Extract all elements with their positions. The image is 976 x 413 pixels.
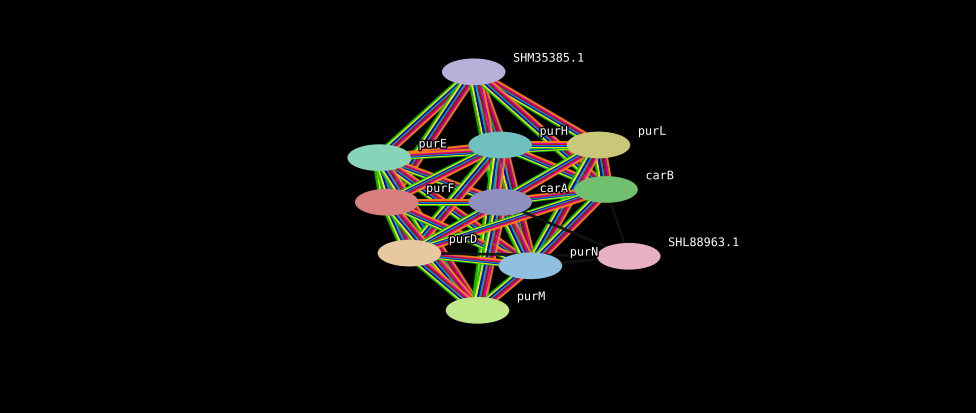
Text: carA: carA bbox=[540, 182, 568, 195]
Text: purD: purD bbox=[449, 233, 477, 246]
Circle shape bbox=[574, 176, 638, 203]
Circle shape bbox=[378, 240, 441, 266]
Text: purH: purH bbox=[540, 125, 568, 138]
Circle shape bbox=[567, 132, 630, 158]
Text: purF: purF bbox=[427, 182, 455, 195]
Circle shape bbox=[446, 297, 509, 324]
Text: purN: purN bbox=[570, 246, 598, 259]
Text: purM: purM bbox=[517, 290, 546, 303]
Text: purL: purL bbox=[638, 125, 667, 138]
Text: purE: purE bbox=[419, 138, 447, 150]
Text: SHM35385.1: SHM35385.1 bbox=[513, 52, 585, 65]
Circle shape bbox=[347, 144, 411, 171]
Circle shape bbox=[499, 252, 562, 279]
Text: SHL88963.1: SHL88963.1 bbox=[669, 236, 740, 249]
Circle shape bbox=[355, 189, 419, 216]
Circle shape bbox=[468, 189, 532, 216]
Circle shape bbox=[442, 59, 506, 85]
Text: carB: carB bbox=[645, 169, 674, 182]
Circle shape bbox=[597, 243, 661, 270]
Circle shape bbox=[468, 132, 532, 158]
